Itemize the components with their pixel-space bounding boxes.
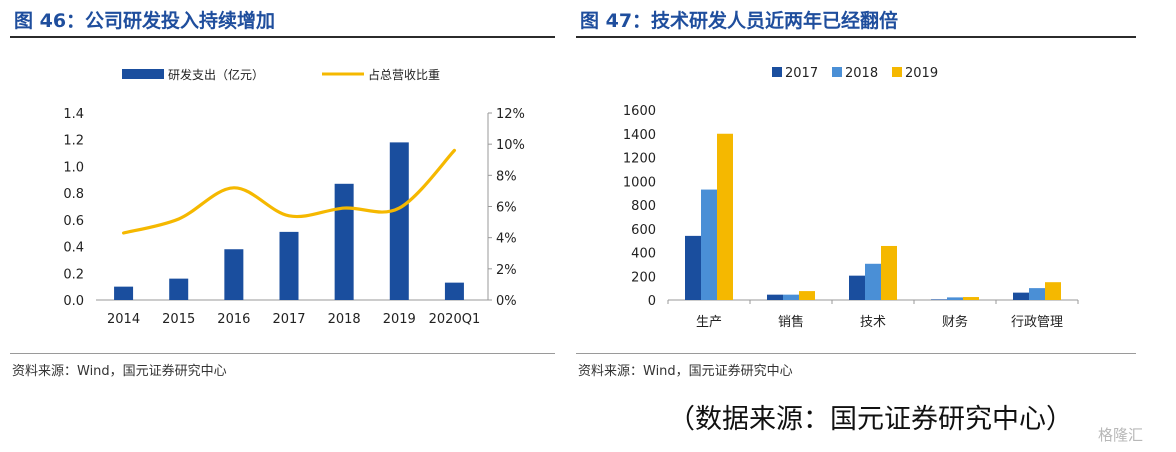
right-x-tick-label: 生产 [696, 315, 722, 330]
legend-label-2017: 2017 [785, 66, 818, 81]
right-source-note: 资料来源：Wind，国元证券研究中心 [578, 364, 793, 379]
legend-label-2018: 2018 [845, 66, 878, 81]
right-chart-y-tick-label: 1600 [623, 104, 656, 119]
left-x-tick-label: 2019 [383, 312, 416, 327]
left-source-rule [10, 353, 555, 354]
staff-bar-2017 [1013, 292, 1029, 300]
left-x-tick-label: 2017 [272, 312, 305, 327]
legend-swatch-2018 [832, 67, 842, 77]
left-y-tick-label: 0.4 [63, 241, 84, 256]
rd-expense-bar [279, 231, 299, 300]
staff-bar-2018 [947, 297, 963, 300]
watermark-logo: 格隆汇 [1098, 426, 1144, 444]
left-y-tick-label: 1.0 [63, 160, 84, 175]
left-y-tick-label: 0.2 [63, 267, 84, 282]
right-x-tick-label: 财务 [942, 314, 968, 330]
staff-bar-2017 [685, 235, 701, 300]
staff-bar-2019 [1045, 282, 1061, 300]
right-x-tick-label: 行政管理 [1011, 315, 1063, 330]
rd-expense-chart: 研发支出（亿元） 占总营收比重 0.0 0.2 0.4 0.6 0.8 1.0 1.2 1.4 0%… [63, 67, 525, 327]
left-x-tick-label: 2015 [162, 312, 195, 327]
right-y-tick-label: 2% [496, 263, 517, 278]
staff-bar-2017 [931, 299, 947, 300]
left-source-note: 资料来源：Wind，国元证券研究中心 [12, 364, 227, 379]
staff-bar-2019 [963, 297, 979, 300]
right-chart-y-tick-label: 1200 [623, 152, 656, 167]
right-y-tick-label: 10% [496, 138, 525, 153]
right-y-tick-label: 8% [496, 169, 517, 184]
right-figure-panel: 图 47：技术研发人员近两年已经翻倍 2017 2018 2019 0 200 400 60… [576, 0, 1136, 385]
rd-expense-bar [389, 142, 409, 300]
legend-swatch-2017 [772, 67, 782, 77]
right-y-tick-label: 4% [496, 232, 517, 247]
right-x-tick-label: 技术 [860, 315, 886, 330]
staff-bar-2018 [865, 263, 881, 300]
rd-expense-bar [224, 249, 244, 300]
legend-swatch-rd-expense [122, 69, 164, 79]
staff-bar-2019 [881, 245, 897, 300]
left-y-tick-label: 0.0 [63, 294, 84, 309]
right-figure-title: 图 47：技术研发人员近两年已经翻倍 [580, 10, 899, 32]
left-x-tick-label: 2014 [107, 312, 140, 327]
left-y-tick-label: 0.6 [63, 214, 84, 229]
left-x-tick-label: 2016 [217, 312, 250, 327]
rd-expense-bar [114, 286, 134, 300]
staff-bar-2017 [849, 275, 865, 300]
left-y-tick-label: 1.2 [63, 134, 84, 149]
right-y-tick-label: 0% [496, 294, 517, 309]
left-x-tick-label: 2020Q1 [429, 312, 481, 327]
staff-bar-2017 [767, 294, 783, 300]
right-source-rule [576, 353, 1136, 354]
legend-swatch-2019 [892, 67, 902, 77]
staff-bar-2019 [717, 133, 733, 300]
right-chart-y-tick-label: 600 [631, 223, 656, 238]
staff-bar-2019 [799, 291, 815, 300]
right-chart-y-tick-label: 200 [631, 270, 656, 285]
right-chart-y-tick-label: 0 [648, 294, 656, 309]
right-title-rule [576, 36, 1136, 38]
right-chart-y-tick-label: 1400 [623, 128, 656, 143]
legend-label-revenue-share: 占总营收比重 [368, 67, 440, 82]
rd-expense-bar [334, 183, 354, 300]
staff-bar-2018 [783, 294, 799, 300]
rd-staff-chart: 2017 2018 2019 0 200 400 600 800 1000 1200 1400 160… [623, 66, 1079, 330]
right-x-tick-label: 销售 [778, 314, 804, 330]
left-legend: 研发支出（亿元） 占总营收比重 [122, 67, 440, 82]
left-y-tick-label: 0.8 [63, 187, 84, 202]
legend-label-rd-expense: 研发支出（亿元） [168, 67, 264, 82]
left-title-rule [10, 36, 555, 38]
left-y-tick-label: 1.4 [63, 107, 84, 122]
footer-data-source: （数据来源：国元证券研究中心） [668, 404, 1073, 435]
staff-bar-2018 [701, 189, 717, 300]
right-chart-y-tick-label: 1000 [623, 175, 656, 190]
right-chart-y-tick-label: 800 [631, 199, 656, 214]
left-figure-panel: 图 46：公司研发投入持续增加 研发支出（亿元） 占总营收比重 0.0 0.2 0.4 0… [10, 0, 555, 385]
rd-expense-bar [169, 278, 189, 300]
right-y-tick-label: 6% [496, 201, 517, 216]
right-y-tick-label: 12% [496, 107, 525, 122]
right-chart-y-tick-label: 400 [631, 247, 656, 262]
right-legend: 2017 2018 2019 [772, 66, 938, 81]
revenue-share-line [121, 148, 457, 235]
left-figure-title: 图 46：公司研发投入持续增加 [14, 10, 276, 32]
left-x-tick-label: 2018 [328, 312, 361, 327]
legend-label-2019: 2019 [905, 66, 938, 81]
staff-bar-2018 [1029, 288, 1045, 300]
rd-expense-bar [444, 282, 464, 300]
